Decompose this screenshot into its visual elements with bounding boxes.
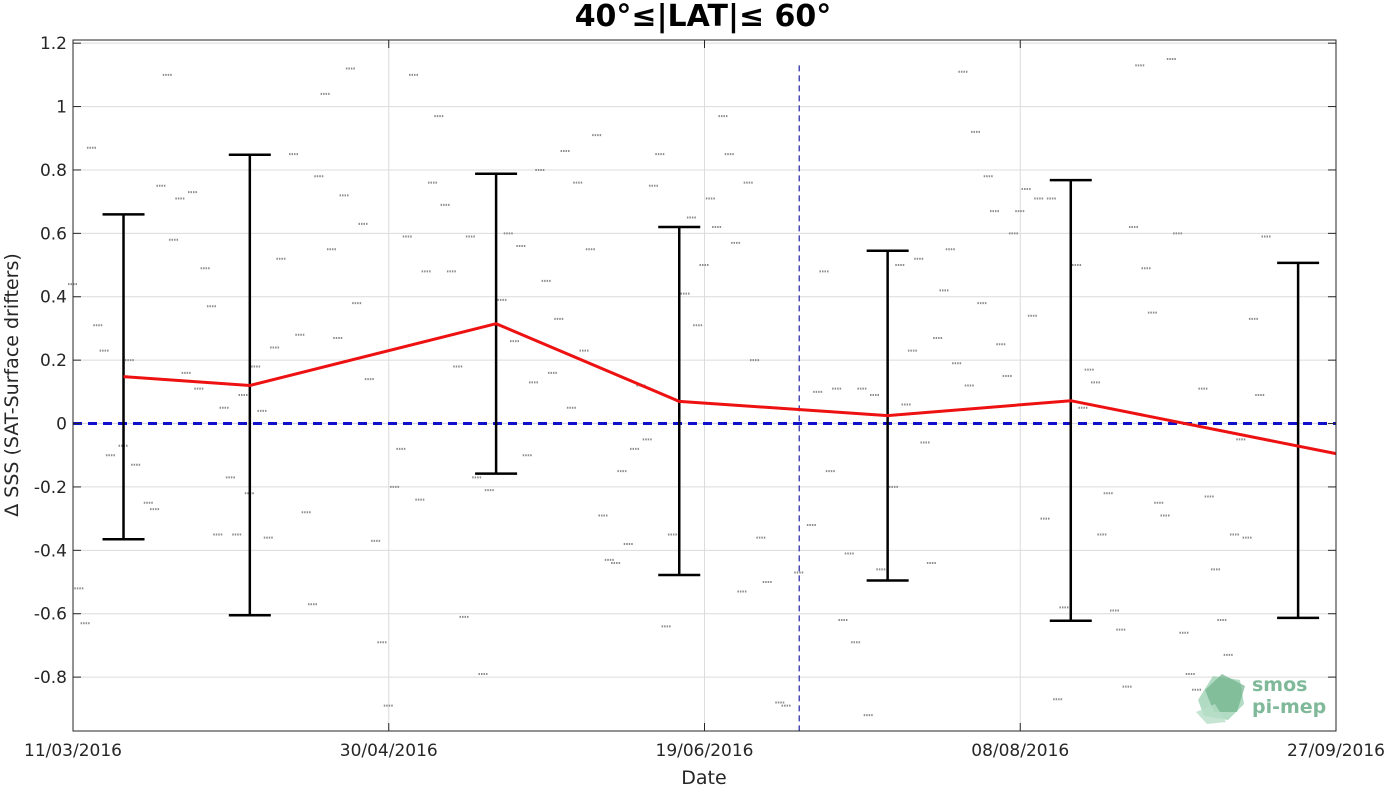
- x-axis-label: Date: [681, 767, 726, 786]
- y-tick-label: -0.2: [34, 478, 67, 498]
- x-tick-label: 19/06/2016: [656, 741, 754, 761]
- y-tick-label: 0: [56, 415, 67, 435]
- scatter-points: [68, 58, 1272, 717]
- mean-line: [123, 322, 1337, 456]
- y-tick-label: 0.2: [40, 351, 67, 371]
- smos-pimep-logo: smos pi-mep: [1196, 674, 1326, 724]
- y-tick-label: 1.2: [40, 34, 67, 54]
- y-tick-label: 1: [56, 98, 67, 118]
- x-tick-label: 11/03/2016: [24, 741, 122, 761]
- y-tick-label: -0.6: [34, 605, 67, 625]
- y-tick-label: -0.8: [34, 668, 67, 688]
- y-tick-label: 0.4: [40, 288, 67, 308]
- y-tick-label: 0.6: [40, 224, 67, 244]
- logo-text-line2: pi-mep: [1252, 696, 1326, 718]
- chart-title: 40°≤|LAT|≤ 60°: [575, 0, 832, 34]
- logo-text-line1: smos: [1252, 674, 1307, 696]
- y-tick-label: 0.8: [40, 161, 67, 181]
- y-axis-ticks: 1.2 1 0.8 0.6 0.4 0.2 0 -0.2 -0.4 -0.6 -0.8: [34, 34, 1336, 688]
- x-tick-label: 27/09/2016: [1287, 741, 1385, 761]
- y-axis-label: Δ SSS (SAT-Surface drifters): [1, 253, 23, 517]
- y-tick-label: -0.4: [34, 541, 67, 561]
- x-axis-ticks: 11/03/2016 30/04/2016 19/06/2016 08/08/2016…: [24, 40, 1385, 761]
- logo-mark-icon: [1196, 674, 1245, 724]
- grid-lines: [72, 40, 1337, 731]
- x-tick-label: 08/08/2016: [971, 741, 1069, 761]
- x-tick-label: 30/04/2016: [340, 741, 438, 761]
